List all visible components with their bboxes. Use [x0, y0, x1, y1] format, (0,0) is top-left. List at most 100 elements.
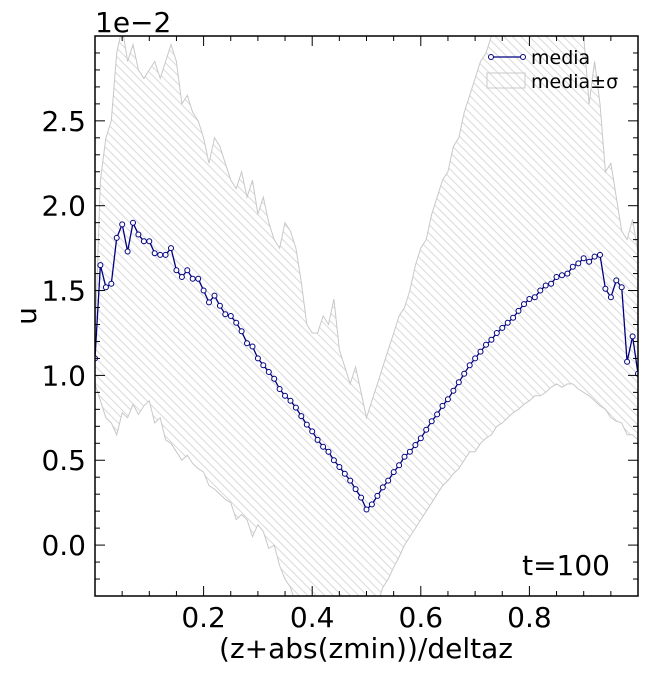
data-point [151, 250, 158, 257]
data-point [510, 314, 517, 321]
legend-marker-media [488, 54, 494, 60]
data-point [227, 313, 234, 319]
data-point [374, 492, 381, 499]
x-tick-label: 0.2 [181, 601, 226, 634]
data-point [249, 343, 256, 350]
data-point [423, 426, 430, 433]
data-point [629, 333, 636, 340]
data-point [477, 348, 484, 355]
data-point [379, 484, 386, 491]
data-point [135, 231, 142, 238]
data-point [330, 457, 337, 464]
x-axis-label: (z+abs(zmin))/deltaz [219, 632, 513, 665]
data-point [276, 386, 283, 392]
data-point [216, 302, 223, 309]
data-point [396, 462, 403, 469]
data-point [602, 285, 609, 292]
data-point [417, 435, 424, 442]
data-point [292, 404, 299, 411]
data-point [499, 324, 506, 331]
data-point [168, 245, 174, 252]
plot-area [95, 36, 638, 596]
data-point [260, 362, 267, 369]
y-tick-label: 0.5 [41, 444, 86, 477]
data-point [542, 282, 549, 289]
data-point [189, 275, 196, 282]
data-point [618, 284, 625, 291]
data-point [368, 501, 375, 508]
data-point [504, 319, 511, 326]
data-point [162, 251, 169, 258]
data-point [97, 262, 104, 269]
data-point [515, 307, 522, 314]
data-point [483, 341, 489, 348]
data-point [244, 340, 250, 347]
data-point [282, 392, 288, 399]
data-point [575, 260, 582, 267]
data-point [347, 477, 354, 484]
data-point [309, 428, 316, 435]
data-point [314, 436, 321, 443]
x-tick-label: 0.6 [399, 601, 444, 634]
data-point [537, 287, 544, 294]
data-point [569, 263, 576, 270]
time-annotation: t=100 [522, 549, 610, 582]
data-point [146, 238, 153, 245]
y-tick-label: 1.0 [41, 359, 86, 392]
y-offset-label: 1e−2 [95, 6, 171, 39]
data-point [157, 251, 164, 258]
data-point [553, 274, 560, 280]
data-point [358, 494, 365, 501]
x-tick-label: 0.8 [507, 601, 552, 634]
data-point [493, 330, 500, 336]
legend-label-band: media±σ [531, 71, 618, 93]
y-tick-label: 0.0 [41, 529, 86, 562]
data-point [444, 396, 451, 403]
data-point [466, 362, 473, 369]
data-point [591, 253, 598, 260]
data-point [406, 448, 413, 455]
data-point [178, 274, 185, 280]
data-point [108, 280, 115, 287]
data-point [531, 294, 538, 301]
data-point [265, 369, 272, 375]
data-point [195, 275, 202, 282]
y-tick-label: 2.0 [41, 190, 86, 223]
data-point [624, 358, 631, 365]
data-point [206, 299, 212, 306]
y-axis-label: u [10, 307, 43, 325]
legend-swatch-band [486, 72, 526, 89]
data-point [385, 477, 392, 484]
data-point [200, 287, 207, 294]
data-point [390, 469, 397, 476]
data-point [130, 219, 136, 226]
data-point [526, 296, 533, 302]
data-point [613, 277, 620, 284]
data-point [254, 355, 261, 362]
sigma-band [95, 36, 638, 596]
data-point [211, 292, 218, 299]
data-point [341, 470, 348, 477]
data-point [580, 255, 587, 262]
data-point [303, 421, 310, 428]
data-point [124, 248, 131, 255]
data-point [401, 453, 408, 460]
data-point [320, 443, 327, 450]
data-point [428, 418, 435, 425]
data-point [607, 294, 614, 301]
data-point [439, 402, 446, 409]
y-tick-label: 2.5 [41, 105, 86, 138]
data-point [597, 251, 603, 258]
data-point [488, 336, 495, 343]
data-point [140, 238, 147, 245]
data-point [586, 258, 593, 265]
legend-marker-media [520, 54, 526, 60]
data-point [325, 448, 332, 455]
data-point [173, 267, 180, 274]
data-point [352, 486, 359, 493]
legend: media media±σ [486, 47, 618, 93]
data-point [559, 272, 565, 279]
data-point [472, 355, 479, 362]
data-point [184, 267, 191, 274]
